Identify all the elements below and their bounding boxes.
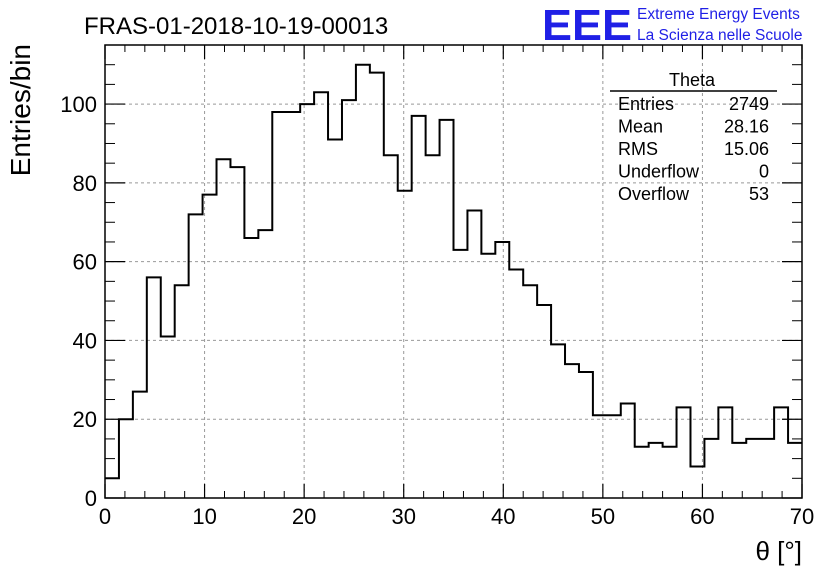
histogram-bin <box>119 419 133 498</box>
histogram-bin <box>537 305 551 498</box>
x-tick-label: 40 <box>491 504 515 529</box>
histogram-bin <box>314 92 328 498</box>
histogram-bin <box>677 407 691 498</box>
histogram-bin <box>384 155 398 498</box>
histogram-bin <box>356 65 370 498</box>
histogram-bin <box>300 104 314 498</box>
stats-row-label: RMS <box>618 139 658 159</box>
histogram-bin <box>593 415 607 498</box>
histogram-bin <box>133 392 147 498</box>
histogram-bin <box>649 443 663 498</box>
stats-row-label: Underflow <box>618 162 700 182</box>
histogram-bin <box>788 443 802 498</box>
histogram-bin <box>105 478 119 498</box>
histogram-bin <box>286 112 300 498</box>
eee-logo-mark: EEE <box>542 1 632 50</box>
histogram-bin <box>217 159 231 498</box>
histogram-bin <box>732 443 746 498</box>
histogram-bin <box>147 277 161 498</box>
stats-row-label: Entries <box>618 94 674 114</box>
histogram-bin <box>440 120 454 498</box>
eee-logo-line1: Extreme Energy Events <box>637 6 800 23</box>
histogram-bin <box>495 242 509 498</box>
histogram-bin <box>635 447 649 498</box>
histogram-bin <box>370 73 384 498</box>
histogram-bin <box>579 372 593 498</box>
histogram-outline <box>105 63 802 480</box>
y-tick-label: 100 <box>60 92 97 117</box>
histogram-bin <box>454 250 468 498</box>
histogram-bin <box>175 285 189 498</box>
x-tick-label: 10 <box>192 504 216 529</box>
stats-title: Theta <box>669 70 716 90</box>
histogram-bin <box>244 238 258 498</box>
stats-rows: Entries 2749 Mean 28.16 RMS 15.06 Underflow 0 Ov… <box>618 94 769 204</box>
stats-row-label: Overflow <box>618 184 690 204</box>
x-tick-label: 70 <box>790 504 814 529</box>
histogram-bin <box>161 336 175 498</box>
histogram-bin <box>258 230 272 498</box>
chart-title: FRAS-01-2018-10-19-00013 <box>84 13 388 40</box>
eee-logo: EEE Extreme Energy Events La Scienza nel… <box>542 1 802 50</box>
plot-frame <box>104 44 803 499</box>
histogram-bin <box>663 447 677 498</box>
histogram-bin <box>509 270 523 498</box>
histogram-bin <box>704 439 718 498</box>
y-tick-label: 60 <box>73 250 97 275</box>
stats-row-label: Mean <box>618 117 663 137</box>
histogram-bin <box>412 116 426 498</box>
histogram-bin <box>760 439 774 498</box>
y-tick-label: 20 <box>73 407 97 432</box>
histogram-bin <box>523 285 537 498</box>
histogram-bin <box>272 112 286 498</box>
histogram-bin <box>467 210 481 498</box>
histogram-bin <box>328 140 342 498</box>
histogram-bin <box>203 195 217 498</box>
x-tick-label: 50 <box>591 504 615 529</box>
histogram-bin <box>481 254 495 498</box>
y-tick-labels: 0 20 40 60 80 100 <box>60 92 97 511</box>
stats-row-value: 0 <box>759 162 769 182</box>
x-tick-label: 0 <box>99 504 111 529</box>
histogram-bin <box>690 466 704 498</box>
x-axis-label: θ [°] <box>755 536 802 566</box>
x-tick-label: 60 <box>690 504 714 529</box>
histogram-bin <box>607 415 621 498</box>
histogram-bin <box>426 155 440 498</box>
x-tick-label: 30 <box>391 504 415 529</box>
histogram-bin <box>718 407 732 498</box>
y-tick-label: 80 <box>73 171 97 196</box>
stats-row-value: 53 <box>749 184 769 204</box>
stats-row-value: 15.06 <box>724 139 769 159</box>
histogram-bin <box>774 407 788 498</box>
x-tick-label: 20 <box>292 504 316 529</box>
eee-logo-line2: La Scienza nelle Scuole <box>637 27 802 44</box>
axis-ticks <box>104 44 803 499</box>
histogram-bin <box>398 191 412 498</box>
histogram-bin <box>230 167 244 498</box>
y-tick-label: 40 <box>73 328 97 353</box>
stats-box: Theta Entries 2749 Mean 28.16 RMS 15.06 Underf… <box>610 70 777 204</box>
histogram-bin <box>565 364 579 498</box>
stats-row-value: 28.16 <box>724 117 769 137</box>
histogram-bin <box>551 344 565 498</box>
stats-row-value: 2749 <box>729 94 769 114</box>
histogram-bin <box>621 403 635 498</box>
x-tick-labels: 0 10 20 30 40 50 60 70 <box>99 504 814 529</box>
y-tick-label: 0 <box>85 486 97 511</box>
y-axis-label: Entries/bin <box>5 44 36 176</box>
histogram-bin <box>189 214 203 498</box>
histogram-bin <box>342 100 356 498</box>
histogram-bin <box>746 439 760 498</box>
